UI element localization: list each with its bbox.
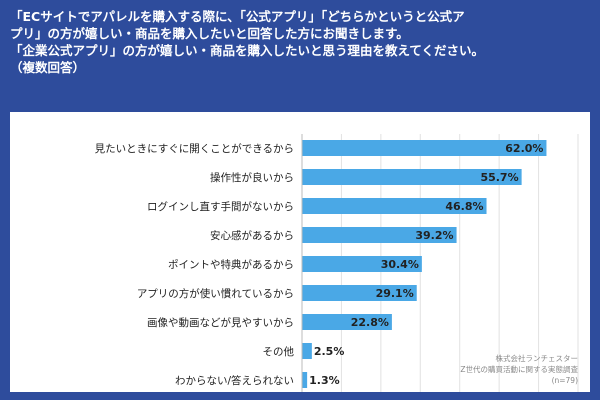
category-label: アプリの方が使い慣れているから (137, 287, 294, 300)
bar (302, 372, 308, 388)
source-survey: Z世代の購買活動に関する実態調査 (460, 365, 578, 374)
bar (302, 169, 522, 185)
category-label: その他 (263, 345, 295, 358)
category-label: わからない/答えられない (175, 374, 294, 387)
category-label: 安心感があるから (210, 229, 294, 242)
value-label: 62.0% (505, 142, 543, 155)
chart-panel: 見たいときにすぐに開くことができるから 62.0% 操作性が良いから 55.7% ログイ… (10, 112, 590, 392)
bar (302, 285, 417, 301)
value-label: 29.1% (376, 287, 414, 300)
value-label: 39.2% (415, 229, 453, 242)
value-label: 30.4% (381, 258, 419, 271)
header: 「ECサイトでアパレルを購入する際に、「公式アプリ」「どちらかというと公式ア プ… (10, 8, 590, 76)
source-sample: (n=79) (551, 376, 578, 385)
source-note: 株式会社ランチェスター Z世代の購買活動に関する実態調査 (n=79) (460, 353, 578, 386)
value-label: 55.7% (480, 171, 518, 184)
source-company: 株式会社ランチェスター (495, 354, 579, 363)
bar (302, 140, 547, 156)
value-label: 46.8% (445, 200, 483, 213)
category-label: 画像や動画などが見やすいから (147, 316, 294, 329)
header-line-4: （複数回答） (10, 60, 86, 75)
category-label: 操作性が良いから (210, 171, 294, 184)
bar (302, 198, 487, 214)
category-label: ポイントや特典があるから (168, 258, 294, 271)
header-line-1: 「ECサイトでアパレルを購入する際に、「公式アプリ」「どちらかというと公式ア (10, 9, 465, 24)
category-label: ログインし直す手間がないから (147, 200, 294, 213)
bar (302, 256, 422, 272)
header-line-2: プリ」の方が嬉しい・商品を購入したいと回答した方にお聞きします。 (10, 26, 409, 41)
header-line-3: 「企業公式アプリ」の方が嬉しい・商品を購入したいと思う理由を教えてください。 (10, 43, 485, 58)
bar (302, 227, 457, 243)
bar (302, 314, 392, 330)
category-label: 見たいときにすぐに開くことができるから (95, 142, 294, 155)
value-label: 1.3% (309, 374, 340, 387)
value-label: 2.5% (314, 345, 345, 358)
value-label: 22.8% (351, 316, 389, 329)
bar (302, 343, 312, 359)
bar-chart: 見たいときにすぐに開くことができるから 62.0% 操作性が良いから 55.7% ログイ… (95, 134, 579, 392)
